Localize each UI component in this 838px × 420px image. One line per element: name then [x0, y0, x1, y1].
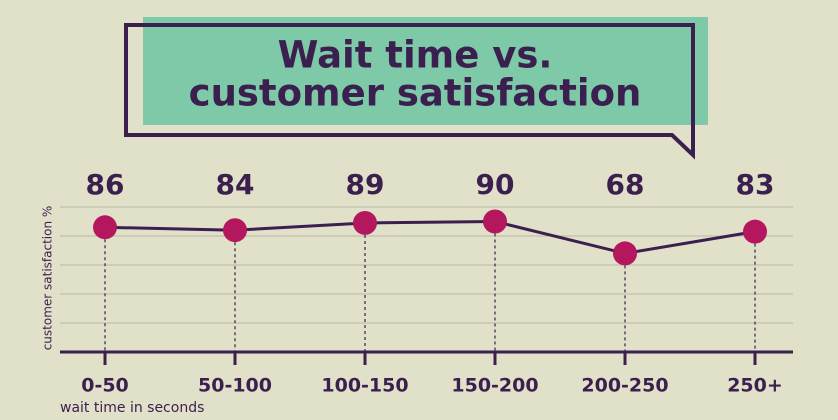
data-label: 68	[606, 168, 645, 201]
x-tick-label: 250+	[727, 375, 783, 397]
data-label: 86	[86, 168, 125, 201]
chart-title: Wait time vs.	[278, 34, 553, 77]
speech-bubble	[124, 23, 695, 160]
marker	[743, 219, 767, 244]
marker	[223, 218, 247, 243]
chart-title: customer satisfaction	[189, 72, 642, 115]
x-tick-label: 200-250	[581, 375, 668, 397]
data-label: 83	[736, 168, 775, 201]
x-tick-label: 50-100	[198, 375, 272, 397]
y-axis-label: customer satisfaction %	[41, 206, 55, 351]
x-axis-label: wait time in seconds	[60, 400, 204, 416]
data-label: 84	[216, 168, 255, 201]
marker	[93, 215, 117, 240]
x-tick-label: 150-200	[451, 375, 538, 397]
x-tick-label: 0-50	[81, 375, 129, 397]
data-label: 90	[476, 168, 515, 201]
x-tick-label: 100-150	[321, 375, 408, 397]
marker	[353, 210, 377, 235]
marker	[483, 209, 507, 234]
line	[104, 219, 756, 255]
data-label: 89	[346, 168, 385, 201]
marker	[613, 241, 637, 266]
title-box	[143, 17, 708, 125]
